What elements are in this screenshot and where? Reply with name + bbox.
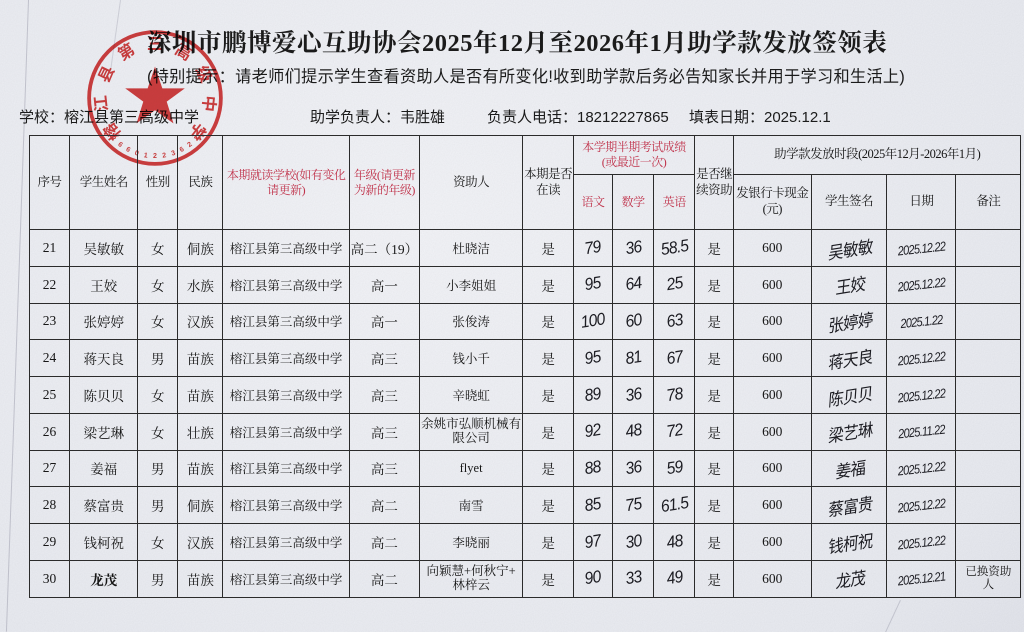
- svg-text:三: 三: [147, 35, 163, 53]
- svg-text:江: 江: [92, 95, 112, 113]
- svg-text:中: 中: [199, 95, 219, 113]
